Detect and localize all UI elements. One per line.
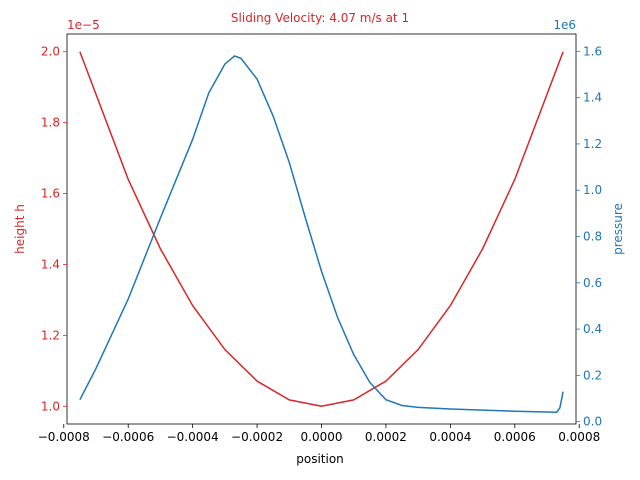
left-y-tick-label: 1.6 xyxy=(41,187,60,201)
right-y-axis: 0.0 0.2 0.4 0.6 0.8 1.0 1.2 1.4 1.6 xyxy=(576,44,602,429)
right-y-tick-label: 0.0 xyxy=(583,415,602,429)
x-tick-label: 0.0004 xyxy=(429,430,471,444)
right-y-tick-label: 0.2 xyxy=(583,368,602,382)
pressure-line xyxy=(79,55,564,413)
left-y-tick-label: 1.8 xyxy=(41,116,60,130)
left-axis-offset-text: 1e−5 xyxy=(67,18,100,32)
x-tick-label: 0.0002 xyxy=(365,430,407,444)
left-y-tick-label: 2.0 xyxy=(41,45,60,59)
x-tick-label: 0.0006 xyxy=(494,430,536,444)
left-y-tick-label: 1.4 xyxy=(41,257,60,271)
right-y-tick-label: 0.8 xyxy=(583,230,602,244)
right-y-tick-label: 1.6 xyxy=(583,44,602,58)
left-y-axis: 1.0 1.2 1.4 1.6 1.8 2.0 xyxy=(41,45,67,413)
right-y-tick-label: 1.2 xyxy=(583,137,602,151)
x-axis-label: position xyxy=(296,452,344,466)
x-tick-label: −0.0006 xyxy=(102,430,154,444)
x-tick-label: 0.0000 xyxy=(301,430,343,444)
right-axis-offset-text: 1e6 xyxy=(553,18,576,32)
chart-title: Sliding Velocity: 4.07 m/s at 1 xyxy=(231,11,409,25)
right-y-tick-label: 0.4 xyxy=(583,322,602,336)
x-tick-label: −0.0008 xyxy=(38,430,90,444)
right-axis-label: pressure xyxy=(611,203,625,255)
height-line xyxy=(79,51,564,408)
right-y-tick-label: 1.4 xyxy=(583,91,602,105)
left-axis-label: height h xyxy=(13,204,27,254)
x-axis: −0.0008 −0.0006 −0.0004 −0.0002 0.0000 0.0002… xyxy=(38,424,600,444)
left-y-tick-label: 1.2 xyxy=(41,328,60,342)
right-y-tick-label: 1.0 xyxy=(583,183,602,197)
x-tick-label: −0.0002 xyxy=(231,430,283,444)
right-y-tick-label: 0.6 xyxy=(583,276,602,290)
x-tick-label: 0.0008 xyxy=(558,430,600,444)
left-y-tick-label: 1.0 xyxy=(41,399,60,413)
x-tick-label: −0.0004 xyxy=(167,430,219,444)
